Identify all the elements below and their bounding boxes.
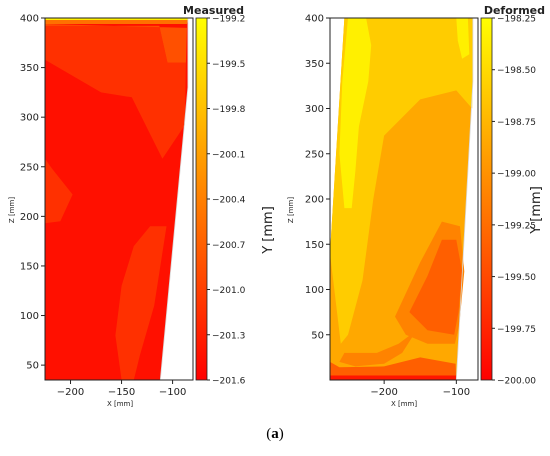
panel-1-colorbar-label: Y [mm] — [261, 206, 276, 255]
panel-1-colorbar-tick-label: −200.4 — [212, 196, 246, 206]
panel-2-colorbar-tick-label: −198.75 — [497, 118, 536, 128]
panel-2-x-tick-label: −200 — [370, 387, 397, 398]
panel-2-colorbar-tick-label: −199.75 — [497, 325, 536, 335]
figure-caption: (a) — [266, 426, 284, 442]
panel-2-y-tick-label: 300 — [305, 104, 324, 115]
panel-2-contour-region — [409, 239, 463, 335]
panel-2-colorbar — [480, 17, 493, 381]
panel-1-x-tick-label: −150 — [108, 387, 135, 398]
panel-1-colorbar-tick-label: −201.6 — [212, 377, 246, 387]
panel-2-y-tick-label: 100 — [305, 285, 324, 296]
panel-2-contour-region — [456, 18, 470, 59]
panel-1-colorbar-tick-label: −200.1 — [212, 150, 245, 160]
panel-2-domain-edge — [330, 18, 474, 380]
panel-1-y-tick-label: 250 — [20, 162, 39, 173]
panel-2-colorbar-tick-label: −199.25 — [497, 221, 536, 231]
panel-2-x-axis-label: X [mm] — [391, 400, 417, 408]
panel-1-axes-frame — [44, 17, 194, 381]
panel-1-y-tick-label: 50 — [26, 361, 39, 372]
panel-1: −200 −150 −100 50 100 150 200 250 300 350 400 X [mm… — [8, 4, 276, 408]
panel-1-contour-region — [45, 25, 186, 159]
panel-1-contour-region — [115, 226, 167, 380]
panel-2-contour-region — [339, 330, 417, 367]
panel-2-y-tick-label: 400 — [305, 14, 324, 25]
panel-2-contour-region — [330, 18, 473, 344]
panel-2-colorbar-tick-label: −199.00 — [497, 170, 536, 180]
panel-1-y-tick-label: 150 — [20, 261, 39, 272]
panel-2-colorbar-tick-label: −198.50 — [497, 66, 536, 76]
panel-2-contour-region — [330, 375, 457, 380]
panel-1-colorbar-tick-label: −200.7 — [212, 241, 245, 251]
panel-2-contour-region — [339, 18, 372, 209]
panel-1-contour-region — [45, 158, 73, 224]
panel-2-colorbar-tick-label: −200.00 — [497, 377, 536, 387]
panel-2-y-tick-label: 50 — [311, 330, 324, 341]
panel-2-colorbar-label: Y [mm] — [529, 186, 544, 235]
panel-2-y-tick-label: 350 — [305, 59, 324, 70]
panel-1-y-tick-label: 400 — [20, 14, 39, 25]
panel-1-colorbar-tick-label: −199.8 — [212, 105, 246, 115]
panel-1-title: Measured — [183, 4, 244, 17]
panel-2-x-tick-label: −100 — [443, 387, 470, 398]
panel-1-x-tick-label: −200 — [57, 387, 84, 398]
panel-1-colorbar-tick-label: −199.5 — [212, 60, 245, 70]
panel-1-domain-edge — [45, 18, 189, 380]
panel-2-y-tick-label: 250 — [305, 149, 324, 160]
panel-1-colorbar-tick-label: −199.2 — [212, 15, 245, 25]
panel-1-colorbar-tick-label: −201.0 — [212, 286, 246, 296]
caption-letter: a — [271, 426, 279, 442]
panel-1-contour-region — [45, 24, 187, 63]
panel-2-y-tick-label: 200 — [305, 195, 324, 206]
panel-1-x-axis-label: X [mm] — [107, 400, 133, 408]
panel-1-colorbar-tick-label: −201.3 — [212, 331, 245, 341]
panel-2-colorbar-tick-label: −198.25 — [497, 15, 536, 25]
panel-1-contour-region — [45, 20, 188, 24]
panel-1-y-tick-label: 200 — [20, 212, 39, 223]
panel-2-y-tick-label: 150 — [305, 240, 324, 251]
panel-1-y-axis-label: Z [mm] — [8, 197, 16, 223]
panel-2: −200 −100 50 100 150 200 250 300 350 400 X [mm] Z [… — [287, 4, 545, 408]
panel-1-colorbar — [195, 17, 208, 381]
panel-2-contour-region — [330, 357, 457, 380]
panel-1-y-tick-label: 350 — [20, 63, 39, 74]
panel-2-title: Deformed — [484, 4, 545, 17]
panel-1-y-tick-label: 300 — [20, 113, 39, 124]
panel-1-x-tick-label: −100 — [159, 387, 186, 398]
panel-1-y-tick-label: 100 — [20, 311, 39, 322]
panel-2-colorbar-tick-label: −199.50 — [497, 273, 536, 283]
panel-2-y-axis-label: Z [mm] — [287, 197, 295, 223]
